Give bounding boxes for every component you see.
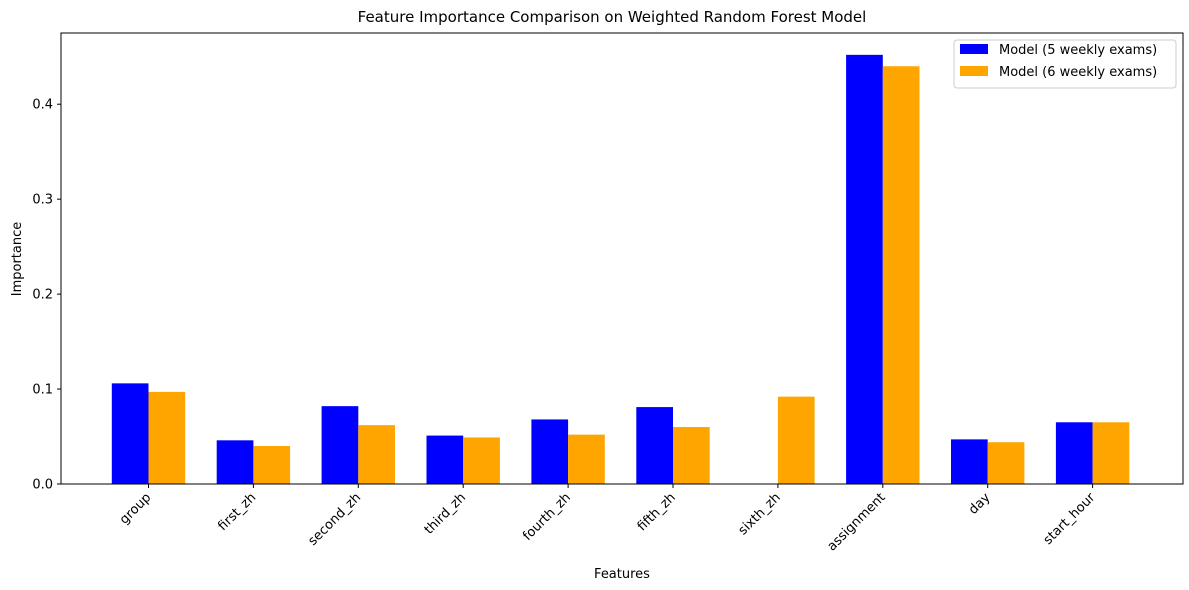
y-tick-label: 0.1 [32,383,53,398]
bar-day-series-2 [987,442,1025,484]
bar-assignment-series-2 [882,66,920,485]
x-tick-label-day: day [966,490,994,518]
y-axis-label: Importance [10,222,25,297]
bars-layer [111,54,1130,485]
legend-label-model-6: Model (6 weekly exams) [999,65,1157,80]
bar-first_zh-series-2 [253,446,291,484]
bar-group-series-2 [148,391,186,484]
x-tick-label-sixth_zh: sixth_zh [736,490,784,538]
bar-fifth_zh-series-1 [636,407,673,484]
plot-frame [60,32,1184,485]
y-tick-label: 0.4 [32,98,53,113]
bar-fourth_zh-series-2 [568,434,605,484]
bar-group-series-1 [111,383,149,484]
bar-third_zh-series-1 [426,435,464,484]
x-tick-label-start_hour: start_hour [1041,490,1099,548]
y-axis: 0.0 0.1 0.2 0.3 0.4 [32,98,61,493]
y-tick-label: 0.0 [32,478,53,493]
x-axis: group first_zh second_zh third_zh fourth_zh f… [117,484,1099,554]
legend-frame [953,39,1177,89]
x-tick-label-third_zh: third_zh [422,490,469,537]
bar-assignment-series-1 [846,54,883,485]
x-tick-label-fourth_zh: fourth_zh [520,490,574,544]
legend: Model (5 weekly exams) Model (6 weekly e… [953,39,1177,89]
y-tick-label: 0.2 [32,288,53,303]
bar-fifth_zh-series-2 [673,427,710,484]
x-axis-label: Features [594,567,650,582]
bar-third_zh-series-2 [463,437,500,484]
bar-sixth_zh-series-2 [777,396,815,484]
bar-start_hour-series-2 [1092,422,1130,484]
y-tick-label: 0.3 [32,193,53,208]
bar-day-series-1 [951,439,988,484]
x-tick-label-assignment: assignment [825,490,889,554]
bar-second_zh-series-2 [358,425,395,484]
legend-swatch-model-6 [960,66,988,76]
chart-title: Feature Importance Comparison on Weighte… [358,8,867,26]
x-tick-label-second_zh: second_zh [305,490,364,549]
legend-swatch-model-5 [960,44,988,54]
bar-fourth_zh-series-1 [531,419,569,484]
x-tick-label-first_zh: first_zh [215,490,259,534]
bar-first_zh-series-1 [216,440,254,484]
x-tick-label-fifth_zh: fifth_zh [635,490,679,534]
bar-start_hour-series-1 [1055,422,1093,484]
bar-second_zh-series-1 [321,406,359,484]
legend-label-model-5: Model (5 weekly exams) [999,43,1157,58]
x-tick-label-group: group [117,490,154,527]
